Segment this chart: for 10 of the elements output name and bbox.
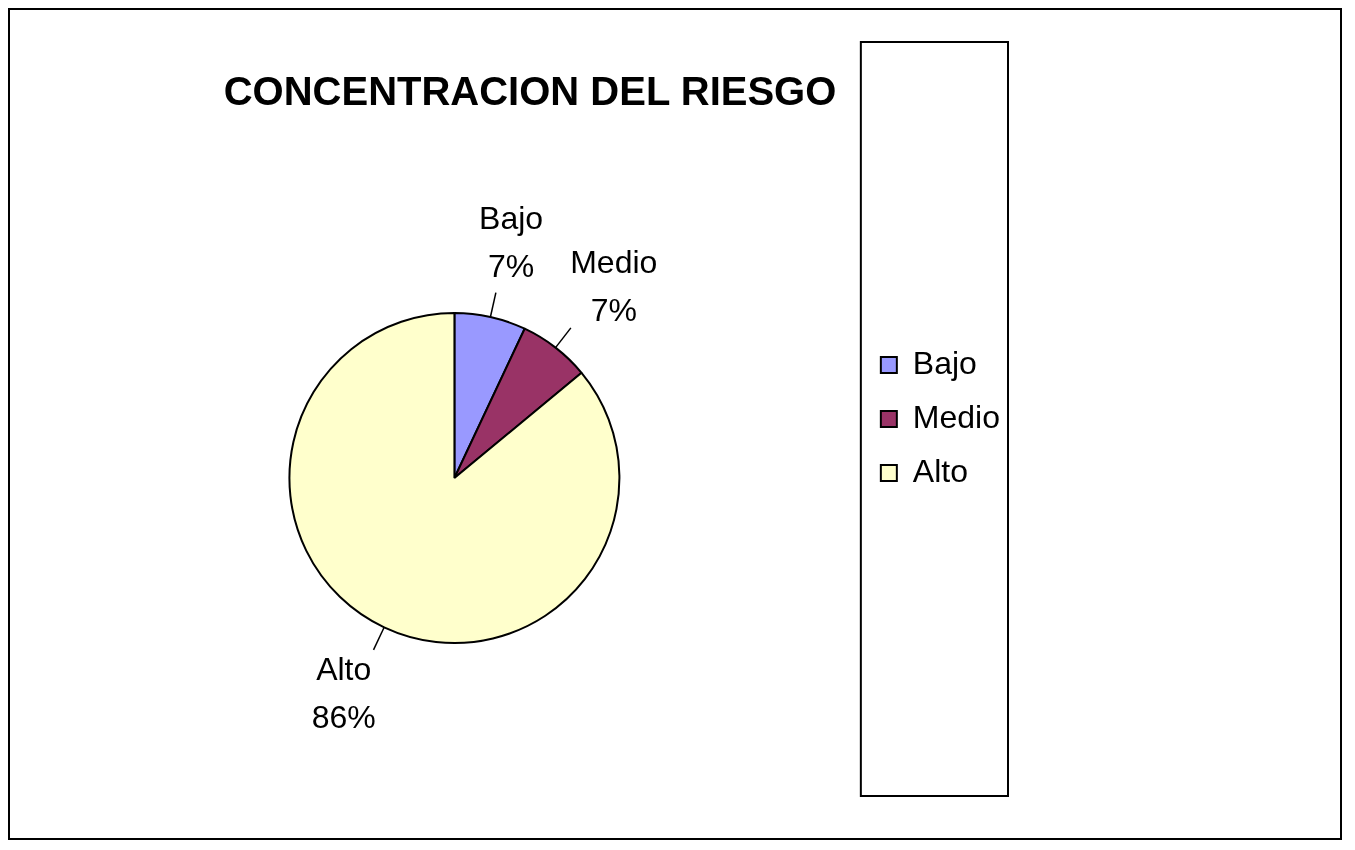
slice-label: Bajo [479,199,544,236]
data-label: 7% [488,247,535,284]
slice-label: Medio [570,244,658,281]
legend-label: Medio [912,398,1000,435]
data-label: 86% [311,698,376,735]
legend-label: Alto [912,452,968,489]
chart-title: CONCENTRACION DEL RIESGO [223,69,837,114]
legend-label: Bajo [912,344,977,381]
data-label: 7% [590,292,637,329]
slice-label: Alto [316,650,372,687]
